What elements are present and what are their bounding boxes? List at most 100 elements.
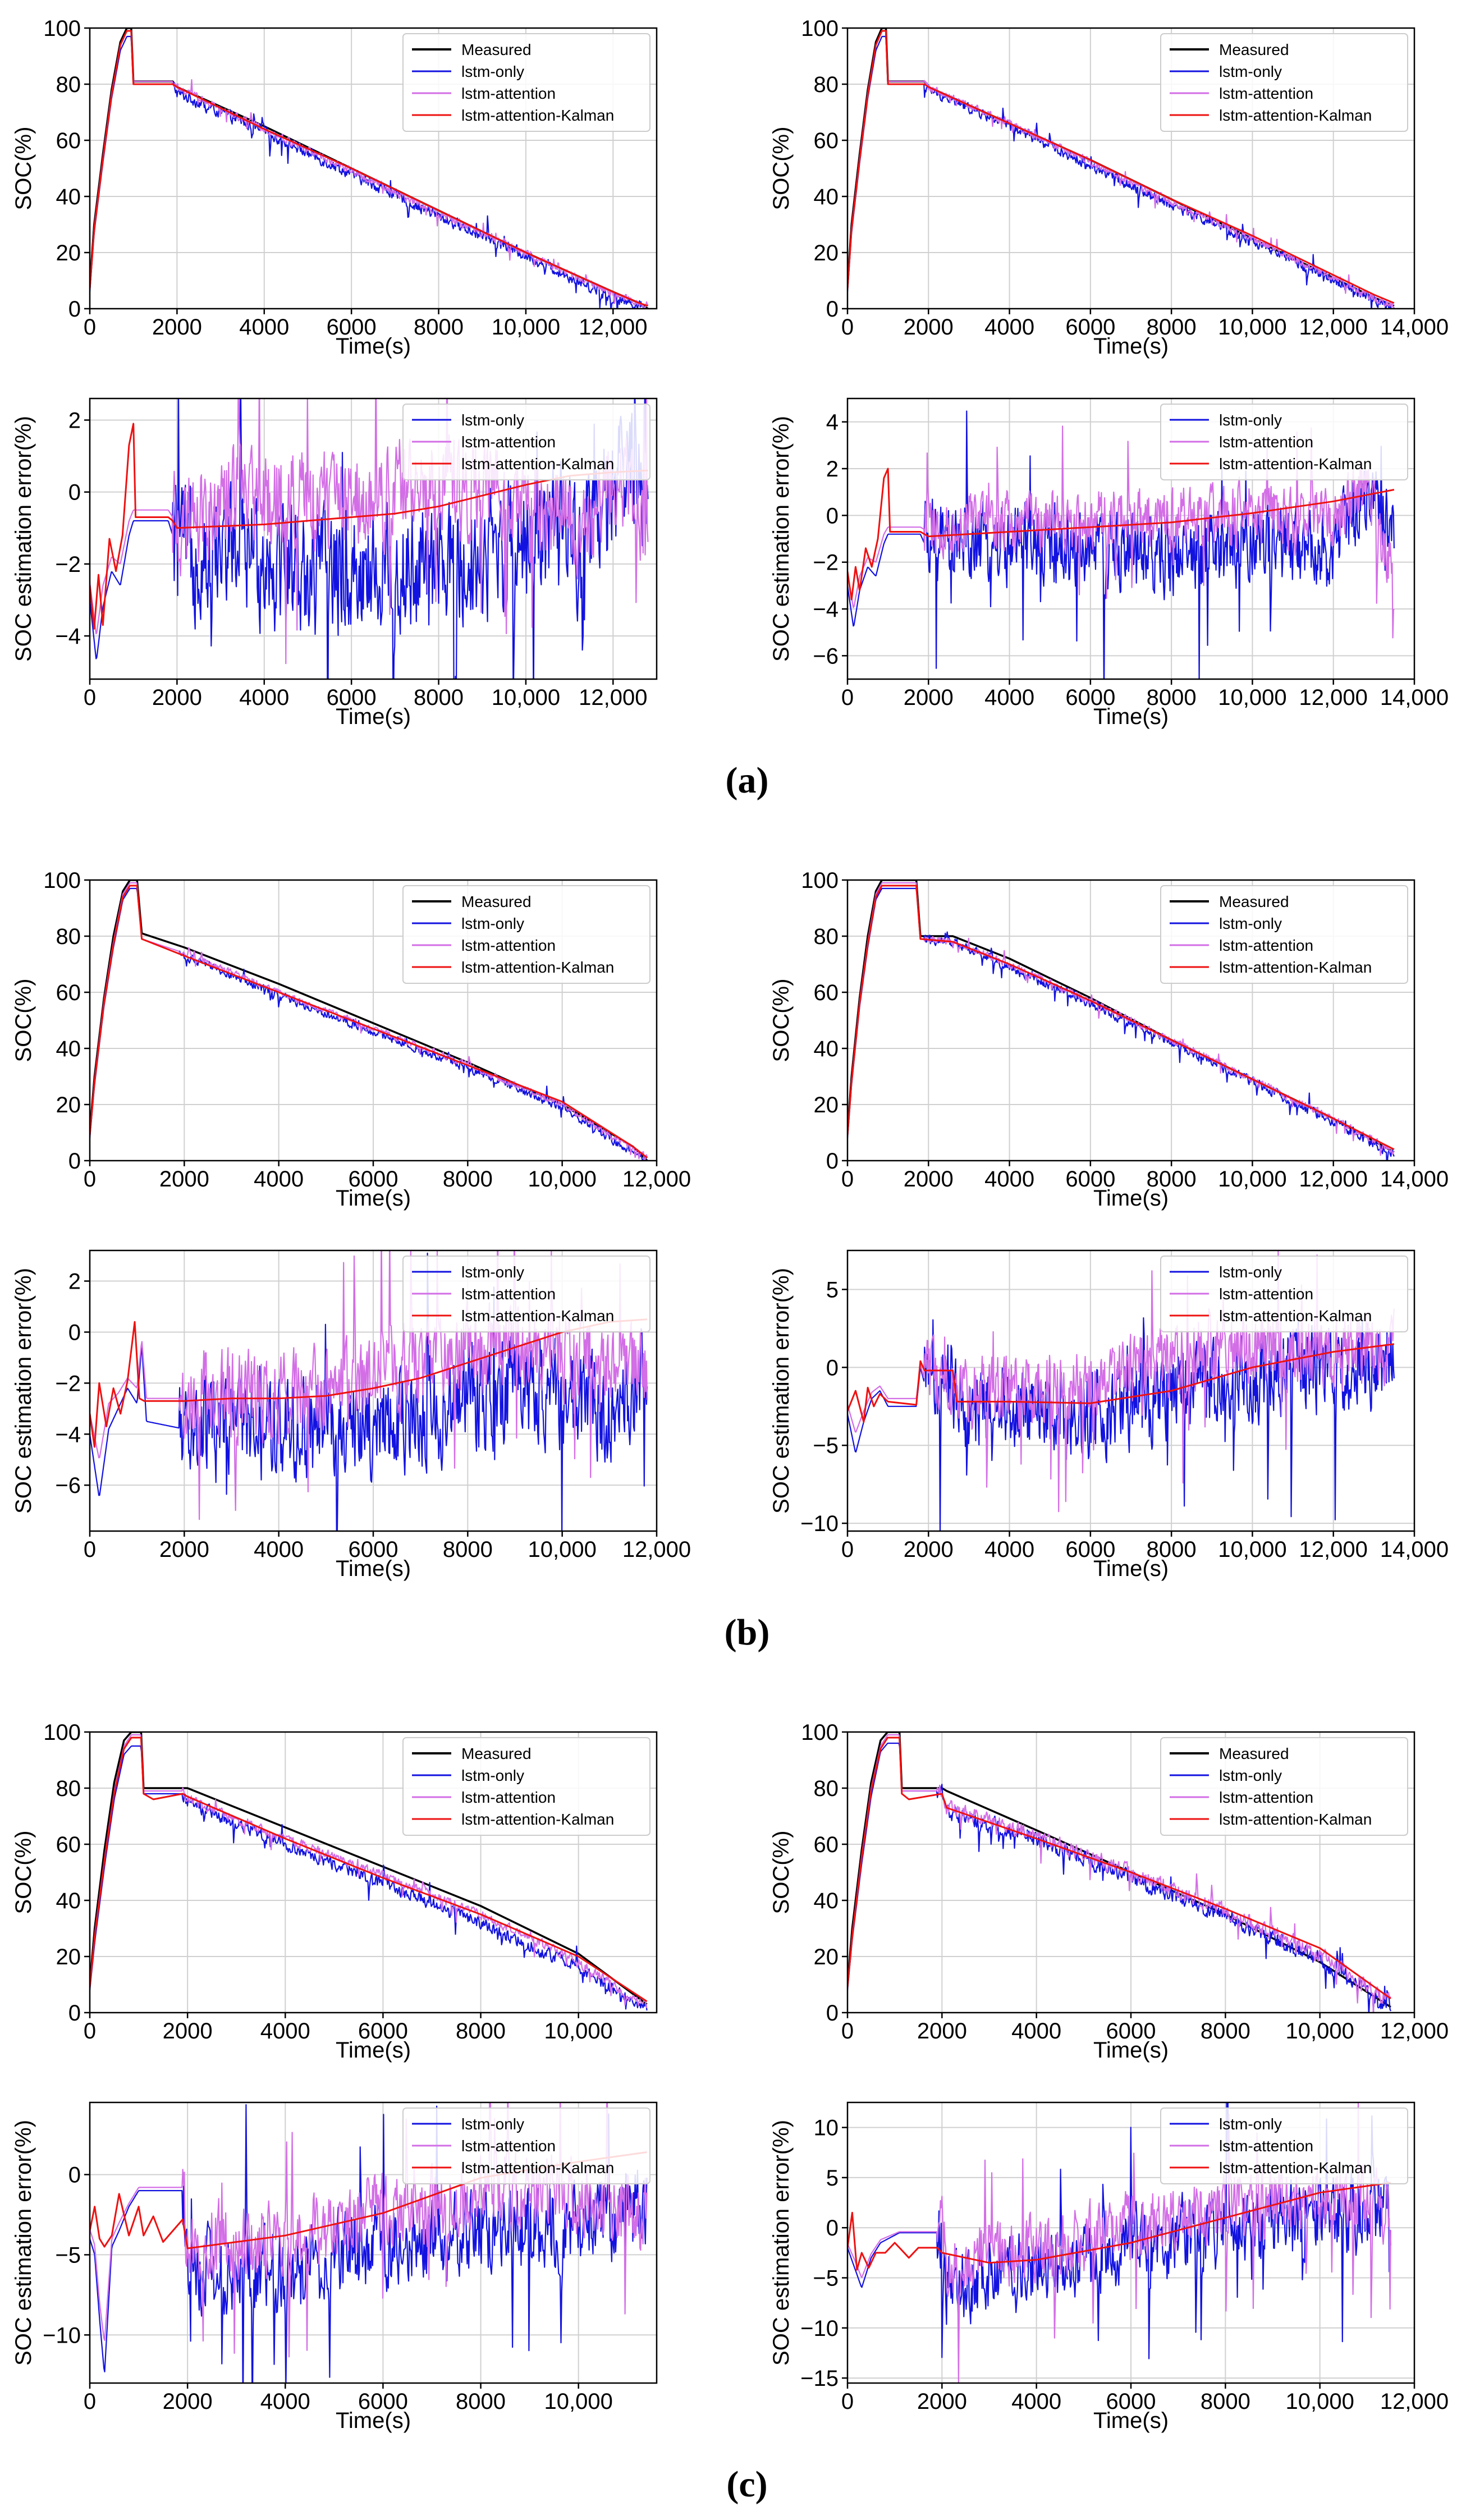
plot-frame [89,27,658,310]
legend-label-lstm-only: lstm-only [461,2115,524,2133]
x-tick-label: 0 [841,2019,854,2044]
plot-frame [89,2101,658,2384]
y-tick-label: 80 [56,924,81,949]
y-tick-label: 80 [814,1776,839,1801]
y-tick-label: −4 [55,1422,81,1447]
y-tick-label: 100 [43,16,81,41]
x-tick-label: 0 [841,315,854,340]
panel-label-a: (a) [726,760,769,801]
legend-label-lstm-only: lstm-only [461,1767,524,1784]
legend-box [402,885,650,984]
series-line-lstm-only [847,887,1395,1161]
y-tick-label: 100 [801,1720,839,1745]
chart-b-right-err: 0 2000 4000 6000 8000 10,000 12,000 14,000 −10 −5… [769,1249,1449,1581]
x-tick-label: 10,000 [492,685,560,710]
x-tick-label: 8000 [414,685,464,710]
x-axis-title: Time(s) [336,704,411,729]
x-tick-label: 4000 [984,315,1034,340]
series-line-lstm-only [847,1317,1395,1531]
x-tick-label: 0 [841,1537,854,1562]
y-axis-title: SOC(%) [11,979,36,1062]
y-tick-label: 40 [814,1889,839,1913]
y-tick-label: −5 [55,2243,81,2267]
x-axis-title: Time(s) [1093,2038,1169,2063]
chart-b-right-soc: 0 2000 4000 6000 8000 10,000 12,000 14,000 0 20 40… [769,868,1449,1211]
legend: lstm-only lstm-attention lstm-attention-Ka… [1160,2107,1408,2184]
y-tick-label: 100 [43,1720,81,1745]
x-tick-label: 0 [841,1167,854,1192]
y-tick-label: 0 [826,2216,839,2240]
series-group [90,398,649,679]
y-tick-label: 80 [814,924,839,949]
legend: lstm-only lstm-attention lstm-attention-Ka… [402,2107,650,2184]
x-tick-label: 4000 [239,685,289,710]
x-tick-label: 8000 [443,1537,493,1562]
y-tick-label: −2 [55,552,81,577]
legend: lstm-only lstm-attention lstm-attention-Ka… [1160,404,1408,480]
y-tick-label: 20 [56,1093,81,1117]
x-tick-label: 10,000 [544,2389,613,2414]
series-line-lstm-attention [847,1250,1395,1513]
legend-box [1160,404,1408,480]
chart-b-left-soc: 0 2000 4000 6000 8000 10,000 12,000 0 20 40 60 80 10… [11,868,691,1211]
legend-label-measured: Measured [1219,1745,1289,1762]
chart-c-right-soc: 0 2000 4000 6000 8000 10,000 12,000 0 20 40 60 80 10… [769,1720,1449,2063]
x-tick-label: 4000 [984,1537,1034,1562]
legend: Measured lstm-only lstm-attention lstm-atte… [1160,33,1408,132]
y-tick-label: −2 [813,551,839,575]
chart-c-left-soc: 0 2000 4000 6000 8000 10,000 0 20 40 60 80 100 Time(… [11,1720,658,2063]
series-line-lstm-attention-kalman [90,1318,648,1448]
y-tick-label: −10 [800,2316,839,2341]
x-tick-label: 0 [84,2389,96,2414]
series-group [847,2102,1391,2383]
x-tick-label: 8000 [1147,685,1197,710]
plot-frame [89,1731,658,2014]
y-tick-label: 80 [56,1776,81,1801]
legend-label-lstm-attention-kalman: lstm-attention-Kalman [1219,1307,1372,1325]
y-tick-label: 20 [56,1945,81,1969]
y-tick-label: 40 [56,1889,81,1913]
x-tick-label: 8000 [1147,1537,1197,1562]
x-axis-title: Time(s) [336,334,411,359]
legend-label-lstm-attention: lstm-attention [1219,1285,1313,1303]
legend-box [402,1256,650,1332]
series-group [90,28,649,309]
x-tick-label: 2000 [163,2019,213,2044]
x-tick-label: 2000 [159,1167,209,1192]
legend: lstm-only lstm-attention lstm-attention-Ka… [402,404,650,480]
x-tick-label: 2000 [917,2389,967,2414]
x-tick-label: 12,000 [622,1167,691,1192]
legend-label-lstm-attention: lstm-attention [1219,85,1313,102]
x-tick-label: 2000 [152,315,202,340]
y-tick-label: 100 [801,868,839,893]
y-tick-label: 40 [814,185,839,209]
legend-box [402,404,650,480]
x-tick-label: 10,000 [492,315,560,340]
x-axis-title: Time(s) [1093,704,1169,729]
x-tick-label: 10,000 [1285,2389,1354,2414]
y-tick-label: 5 [826,2166,839,2191]
y-tick-label: 60 [56,1832,81,1857]
legend-label-lstm-attention: lstm-attention [1219,937,1313,954]
x-tick-label: 2000 [163,2389,213,2414]
x-tick-label: 14,000 [1380,315,1449,340]
plot-frame [846,1249,1415,1532]
legend-label-measured: Measured [1219,893,1289,910]
y-tick-label: 0 [826,2001,839,2026]
x-tick-label: 6000 [327,685,377,710]
y-tick-label: 0 [68,297,81,322]
x-tick-label: 2000 [904,315,954,340]
series-group [847,880,1395,1161]
legend-box [402,2107,650,2184]
x-tick-label: 8000 [414,315,464,340]
y-tick-label: 0 [68,2001,81,2026]
legend-box [1160,885,1408,984]
x-tick-label: 6000 [349,1167,398,1192]
series-line-lstm-only [847,410,1395,679]
chart-a-left-soc: 0 2000 4000 6000 8000 10,000 12,000 0 20 40 60 80 10… [11,16,658,359]
legend-box [402,1737,650,1836]
x-axis-title: Time(s) [1093,1186,1169,1211]
series-line-lstm-attention [90,882,648,1161]
y-tick-label: −15 [800,2366,839,2391]
legend-label-lstm-attention-kalman: lstm-attention-Kalman [461,455,614,473]
